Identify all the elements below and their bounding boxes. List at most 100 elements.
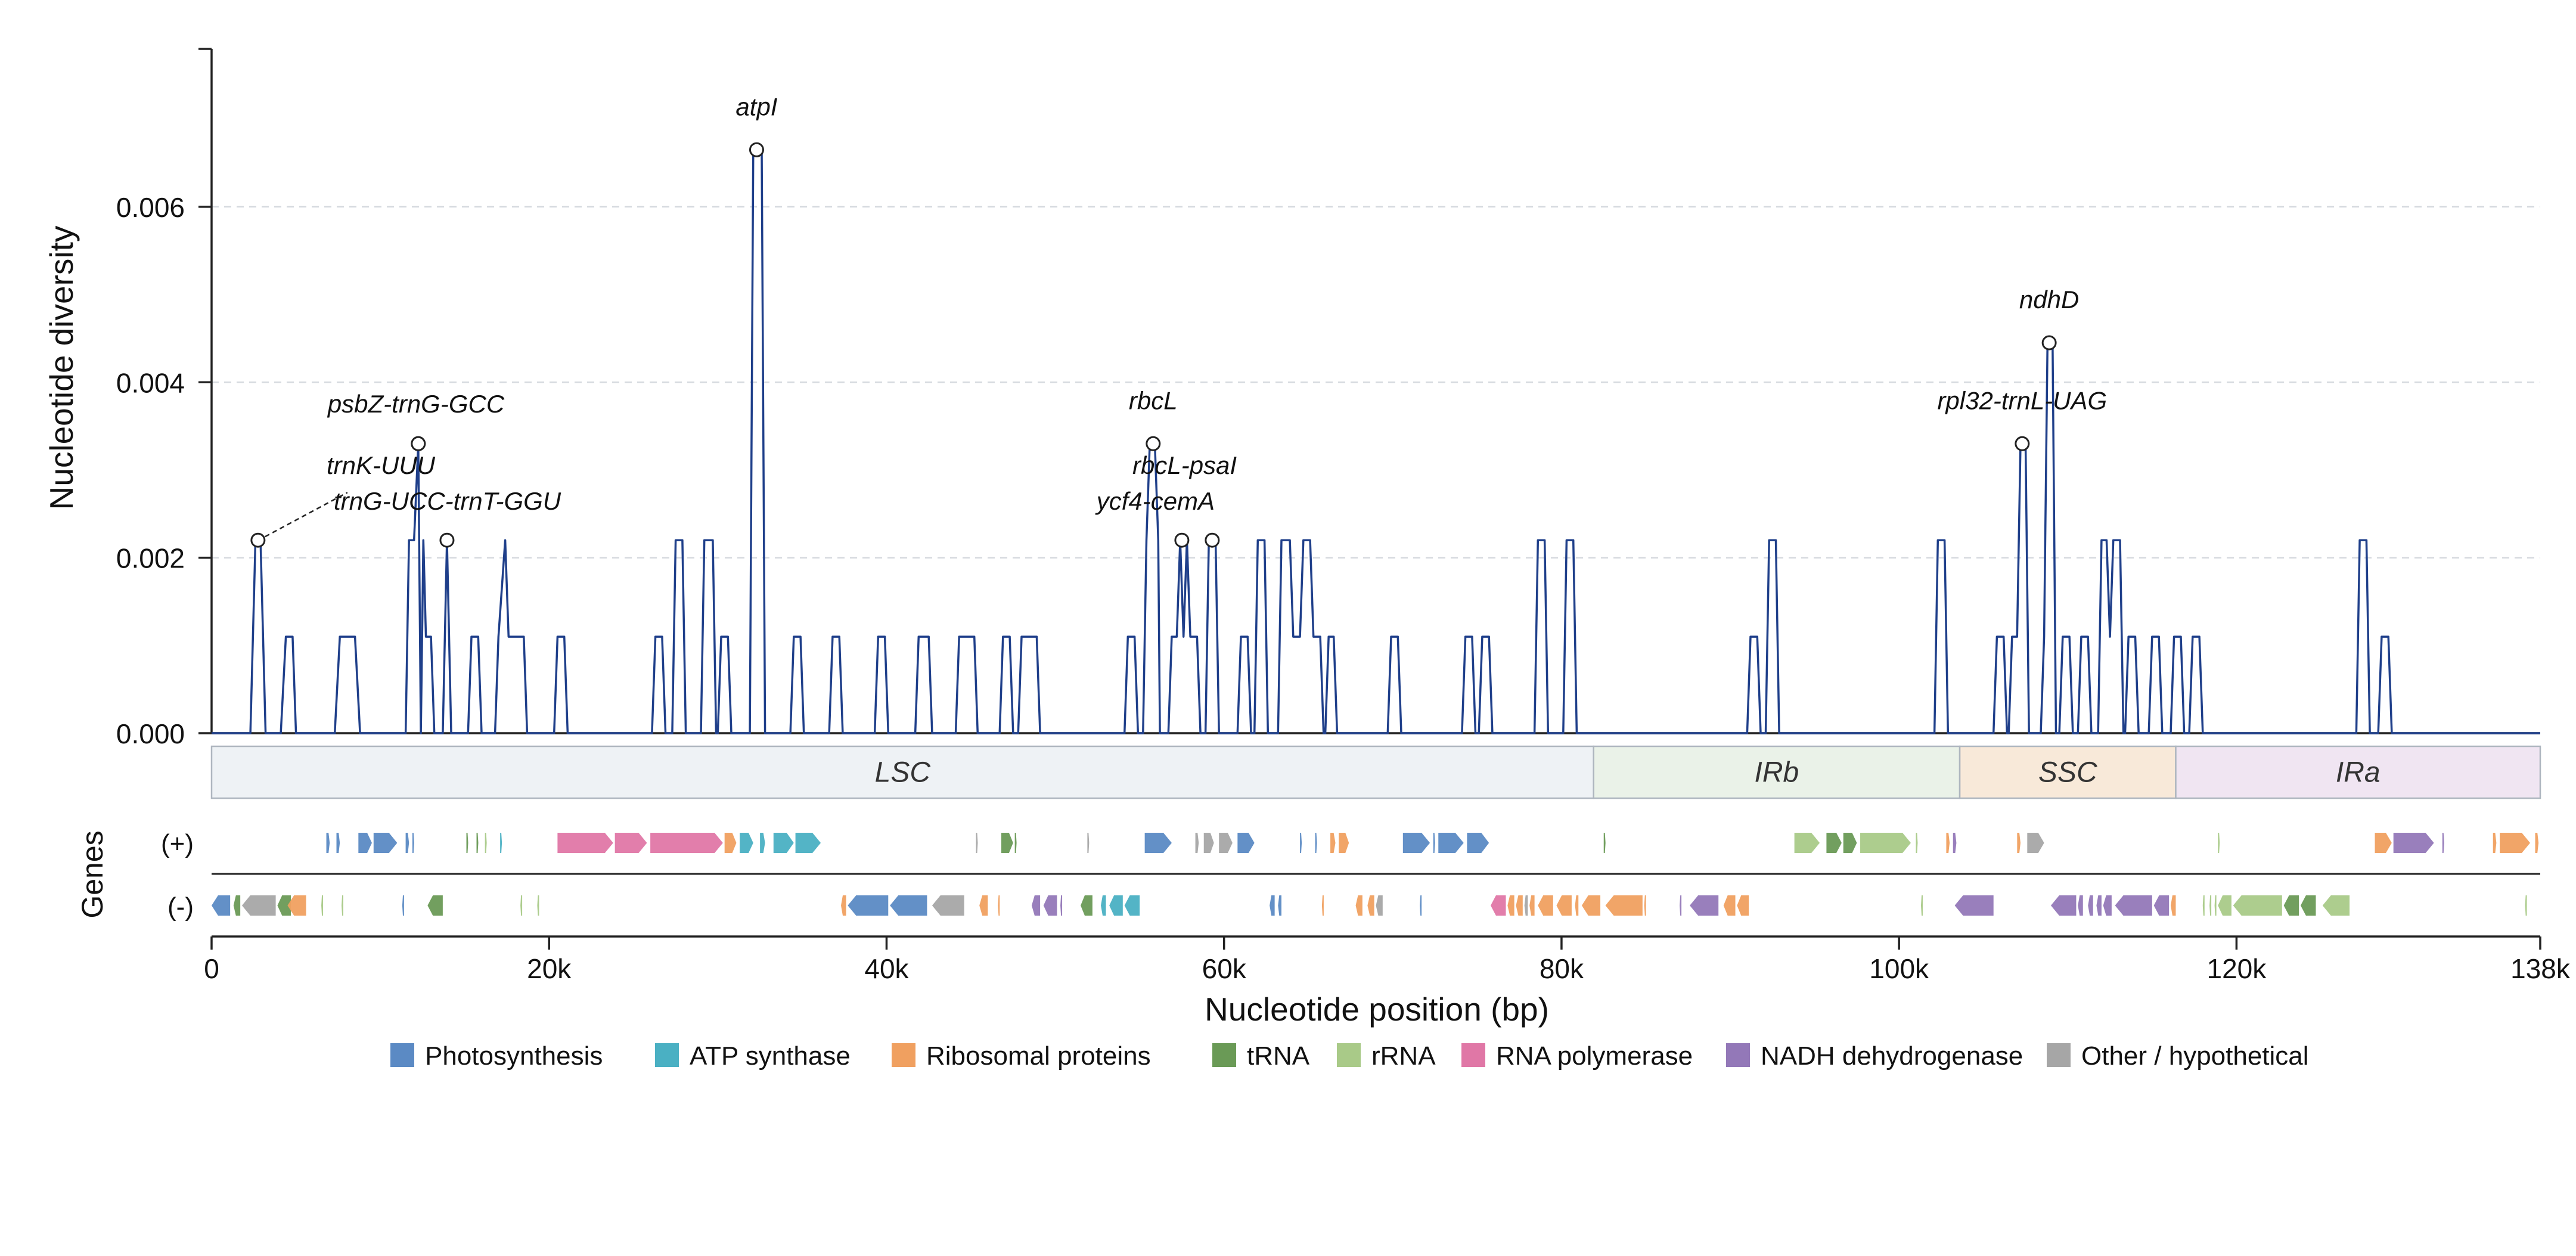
peak-label: trnK-UUU [327,451,436,479]
gene-minus-other [1376,895,1383,916]
axis-layer: 0.000 0.002 0.004 0.006 0 20k 40k 60k 80k 100k 120… [116,48,2571,984]
gene-minus-ndh [2050,895,2077,916]
x-tick-label: 40k [864,953,909,984]
gene-plus-rrna [2218,833,2220,853]
gene-minus-ndh [2153,895,2170,916]
gene-minus-ribo [1605,895,1643,916]
gene-minus-ribo [1529,895,1535,916]
gene-minus-ndh [1043,895,1057,916]
strand-minus-label: (-) [167,892,194,922]
peak-marker [1174,532,1190,548]
gene-plus-trna [1014,833,1017,853]
gene-plus-rnap [557,833,613,853]
gene-minus-atp [1109,895,1123,916]
legend: Photosynthesis ATP synthase Ribosomal prot… [390,1041,2309,1071]
gene-plus-other [1087,833,1090,853]
region-label-ira: IRa [2336,757,2381,789]
gene-minus-rrna [2214,895,2217,916]
gene-plus-photo [1144,833,1172,853]
gene-plus-atp [773,833,794,853]
gene-minus-atp [1124,895,1140,916]
gene-plus-photo [412,833,414,853]
x-tick-label: 20k [527,953,572,984]
gene-minus-photo [212,895,231,916]
region-label-ssc: SSC [2038,757,2097,789]
gene-plus-photo [405,833,409,853]
region-label-lsc: LSC [875,757,931,789]
gene-minus-ndh [1031,895,1041,916]
gene-plus-photo [373,833,398,853]
legend-swatch-rrna [1337,1043,1361,1067]
gene-minus-ribo [979,895,988,916]
legend-label-ribo: Ribosomal proteins [926,1041,1151,1071]
gene-minus-rrna [2525,895,2527,916]
gene-minus-ribo [1737,895,1749,916]
gene-plus-photo [1300,833,1302,853]
legend-label-rnap: RNA polymerase [1496,1041,1693,1071]
gene-plus-atp [500,833,502,853]
gene-minus-rrna [1920,895,1923,916]
peak-marker [749,142,764,157]
gene-minus-ribo [287,895,306,916]
peak-marker [1205,532,1220,548]
gene-plus-ribo [2375,833,2392,853]
y-tick-label: 0.000 [116,718,185,749]
gene-plus-atp [760,833,765,853]
x-tick-label: 0 [204,953,219,984]
gene-plus-rrna [1916,833,1918,853]
peak-marker [411,436,426,451]
gene-plus-other [1195,833,1199,853]
gene-minus-trna [277,895,291,916]
x-tick-label: 100k [1869,953,1929,984]
highlight-layer: psbZ-trnG-GCC trnK-UUU trnG-UCC-trnT-GGU at… [250,92,2107,548]
gene-plus-ribo [2017,833,2021,853]
gene-minus-ndh [1060,895,1063,916]
region-block-lsc [210,745,1594,799]
gene-track [212,833,2540,916]
y-axis-label: Nucleotide diversity [43,225,80,510]
gene-minus-rrna [520,895,523,916]
y-tick-label: 0.004 [116,367,185,398]
gene-minus-atp [1101,895,1106,916]
peak-label: rpl32-trnL-UAG [1937,386,2107,414]
legend-swatch-trna [1212,1043,1236,1067]
legend-label-photo: Photosynthesis [425,1041,603,1071]
gene-plus-other [1203,833,1214,853]
gene-plus-trna [1001,833,1013,853]
gene-plus-photo [1467,833,1489,853]
gene-minus-rrna [537,895,539,916]
diversity-line-layer [212,148,2540,734]
leader-line [265,492,348,538]
peak-label: trnG-UCC-trnT-GGU [334,487,561,515]
y-tick-label: 0.002 [116,543,185,574]
peak-label: atpI [735,92,777,120]
gene-minus-ribo [1575,895,1579,916]
gene-minus-ribo [1355,895,1363,916]
grid-layer [212,206,2540,559]
gene-plus-photo [358,833,372,853]
legend-swatch-ndh [1726,1043,1750,1067]
gene-minus-other [1524,895,1528,916]
gene-plus-photo [1237,833,1255,853]
gene-minus-photo [1278,895,1281,916]
gene-minus-ndh [1690,895,1719,916]
gene-minus-ribo [1723,895,1736,916]
gene-minus-ndh [1954,895,1994,916]
gene-minus-ribo [1556,895,1572,916]
x-tick-label: 120k [2207,953,2267,984]
diversity-series-line [212,148,2540,734]
gene-minus-rnap [1491,895,1506,916]
gene-minus-photo [1420,895,1422,916]
gene-plus-ribo [2500,833,2531,853]
gene-plus-rrna [1794,833,1820,853]
peak-label: rbcL [1129,386,1178,414]
gene-plus-rrna [1860,833,1911,853]
x-tick-label: 138k [2510,953,2571,984]
gene-plus-rnap [650,833,723,853]
gene-plus-ndh [2442,833,2444,853]
gene-minus-ndh [2096,895,2102,916]
gene-plus-ribo [1946,833,1950,853]
peak-marker [2041,335,2057,351]
